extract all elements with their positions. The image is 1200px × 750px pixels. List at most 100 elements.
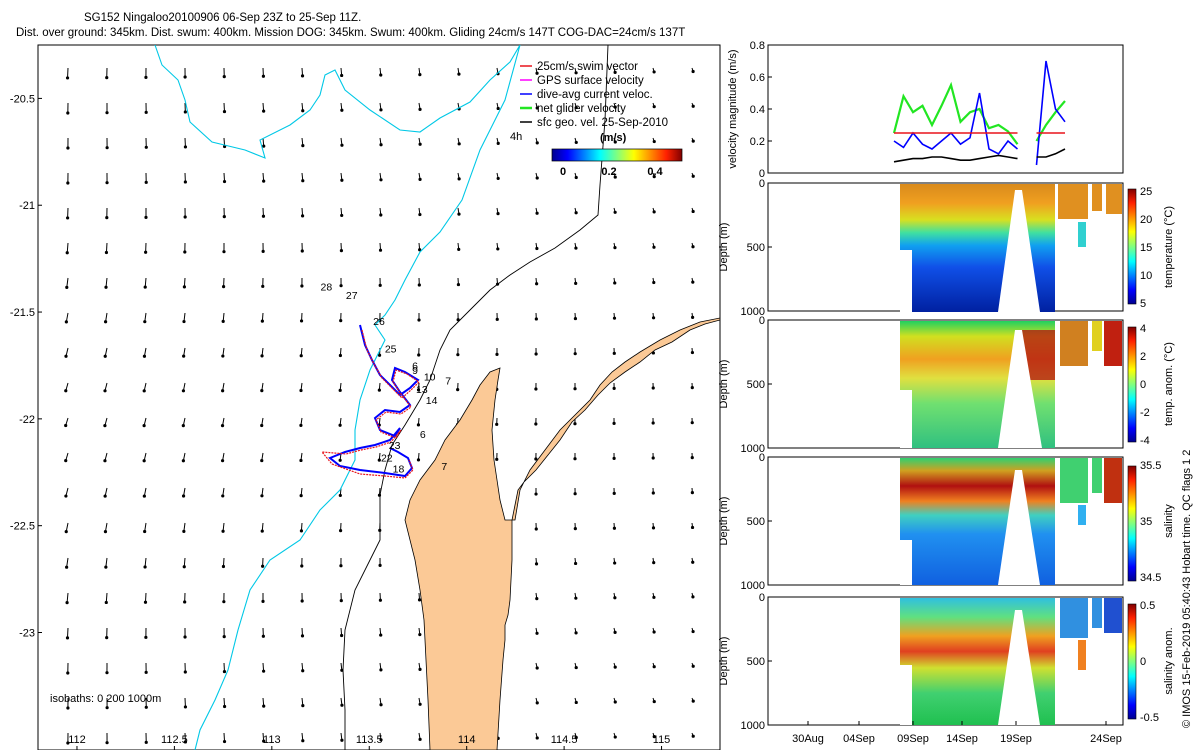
current-vector-head	[691, 699, 695, 703]
section-colorbar-tick: 5	[1140, 298, 1146, 310]
current-vector-head	[260, 389, 264, 393]
current-vector-head	[300, 74, 305, 78]
isobath-black	[342, 45, 609, 750]
current-vector-head	[691, 315, 695, 319]
section-colorbar-tick: 0.5	[1140, 600, 1155, 612]
current-vector-head	[339, 248, 344, 253]
current-vector-head	[652, 175, 656, 179]
current-vector-head	[300, 564, 304, 568]
legend-entry-3: net glider velocity	[537, 103, 626, 115]
day-label: 14	[426, 395, 438, 407]
current-vector-head	[300, 214, 305, 218]
current-vector-head	[613, 561, 617, 565]
current-vector-head	[418, 142, 422, 146]
section-colorbar-tick: 20	[1140, 214, 1152, 226]
current-vector-head	[574, 71, 578, 75]
current-vector-head	[691, 629, 695, 634]
map-xtick-label: 112	[68, 734, 86, 746]
map-x-ticks: 112 112.5 113 113.5 114 114.5 115	[68, 734, 670, 750]
day-label: 13	[416, 384, 428, 396]
current-vector-head	[182, 565, 186, 569]
current-vector-head	[379, 73, 383, 77]
current-vector-head	[534, 422, 538, 426]
section-colorbar-tick: 4	[1140, 323, 1146, 335]
current-vector-head	[379, 633, 383, 637]
current-vector-head	[652, 665, 656, 669]
current-vector-head	[691, 69, 695, 74]
current-vector-head	[299, 423, 303, 427]
section-ytick-label: 0	[759, 315, 765, 327]
current-vector-head	[613, 281, 617, 285]
current-vector-head	[300, 284, 304, 288]
current-vector-head	[456, 282, 461, 287]
current-vector-head	[418, 737, 422, 741]
title-line-1: SG152 Ningaloo20100906 06-Sep 23Z to 25-…	[84, 12, 361, 24]
current-vector-head	[64, 320, 68, 324]
current-vector-head	[301, 109, 305, 113]
current-vector-head	[143, 320, 147, 324]
legend-entry-2: dive-avg current veloc.	[537, 89, 653, 101]
section-ytick-label: 1000	[741, 580, 765, 592]
current-vector-head	[574, 665, 578, 670]
map-ytick-label: -21	[19, 200, 35, 212]
current-vector-head	[690, 386, 694, 390]
current-vector-head	[105, 111, 109, 115]
map-colorbar	[551, 148, 683, 162]
current-vector-head	[222, 704, 227, 709]
day-label: 9	[412, 365, 418, 377]
current-vector-head	[222, 600, 226, 604]
current-vector-head	[690, 421, 694, 425]
current-vector-head	[534, 352, 538, 356]
section-colorbar-tick: 34.5	[1140, 572, 1161, 584]
current-vector-head	[574, 246, 578, 250]
current-vector-head	[104, 600, 108, 605]
current-vector-field	[64, 67, 695, 745]
current-vector-head	[103, 389, 107, 393]
date-tick-label: 30Aug	[792, 733, 824, 745]
current-vector-head	[379, 108, 383, 112]
current-vector-head	[66, 216, 70, 220]
current-vector-head	[378, 598, 383, 602]
current-vector-head	[340, 633, 344, 638]
current-vector-head	[144, 740, 148, 744]
current-vector-head	[574, 140, 578, 145]
current-vector-head	[66, 111, 70, 115]
current-vector-head	[144, 75, 148, 79]
isobaths-note: isobaths: 0 200 1000m	[50, 693, 161, 705]
current-vector-head	[535, 141, 539, 145]
current-vector-head	[301, 144, 305, 148]
current-vector-head	[103, 459, 107, 463]
current-vector-head	[340, 73, 344, 78]
current-vector-head	[182, 354, 186, 358]
current-vector-head	[535, 211, 539, 215]
current-vector-head	[418, 72, 422, 77]
legend-entry-0: 25cm/s swim vector	[537, 61, 638, 73]
title-line-2: Dist. over ground: 345km. Dist. swum: 40…	[16, 27, 685, 39]
map-xtick-label: 114.5	[551, 734, 578, 746]
day-label: 27	[346, 290, 358, 302]
current-vector-head	[65, 601, 69, 605]
current-vector-head	[377, 388, 381, 392]
current-vector-head	[301, 739, 305, 743]
current-vector-head	[65, 636, 70, 640]
current-vector-head	[613, 665, 617, 669]
map-ytick-label: -22	[19, 414, 35, 426]
current-vector-head	[418, 248, 422, 252]
current-vector-head	[613, 596, 617, 600]
current-vector-head	[691, 104, 695, 108]
section-ytick-label: 500	[747, 516, 765, 528]
current-vector-head	[142, 494, 146, 498]
current-vector-head	[300, 249, 304, 253]
current-vector-head	[260, 458, 264, 463]
current-vector-head	[652, 595, 656, 599]
current-vector-head	[144, 215, 148, 219]
current-vector-head	[691, 209, 695, 214]
map-ytick-label: -23	[19, 628, 35, 640]
current-vector-head	[221, 389, 225, 393]
current-vector-head	[262, 669, 266, 673]
day-label: 7	[441, 461, 447, 473]
current-vector-head	[262, 704, 266, 708]
current-vector-head	[338, 493, 342, 498]
